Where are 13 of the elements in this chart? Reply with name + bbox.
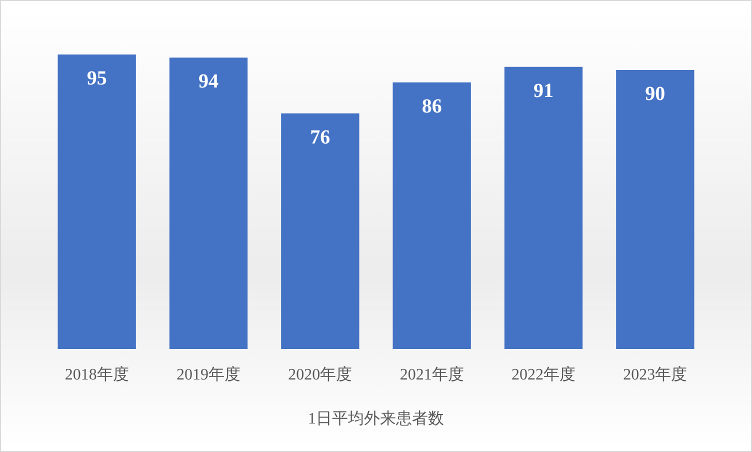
data-label: 94 — [198, 70, 218, 93]
data-label: 76 — [310, 126, 330, 148]
data-label: 95 — [86, 68, 107, 90]
data-label: 91 — [534, 80, 554, 102]
data-label: 86 — [422, 95, 442, 118]
x-tick-label: 2022年度 — [512, 366, 576, 384]
x-axis-title: 1日平均外来患者数 — [308, 410, 444, 428]
x-tick-label: 2019年度 — [176, 366, 240, 384]
x-tick-label: 2018年度 — [64, 366, 129, 384]
data-label: 90 — [645, 83, 666, 105]
x-tick-label: 2020年度 — [288, 366, 352, 384]
x-tick-label: 2021年度 — [400, 366, 464, 384]
x-tick-label: 2023年度 — [623, 366, 688, 384]
